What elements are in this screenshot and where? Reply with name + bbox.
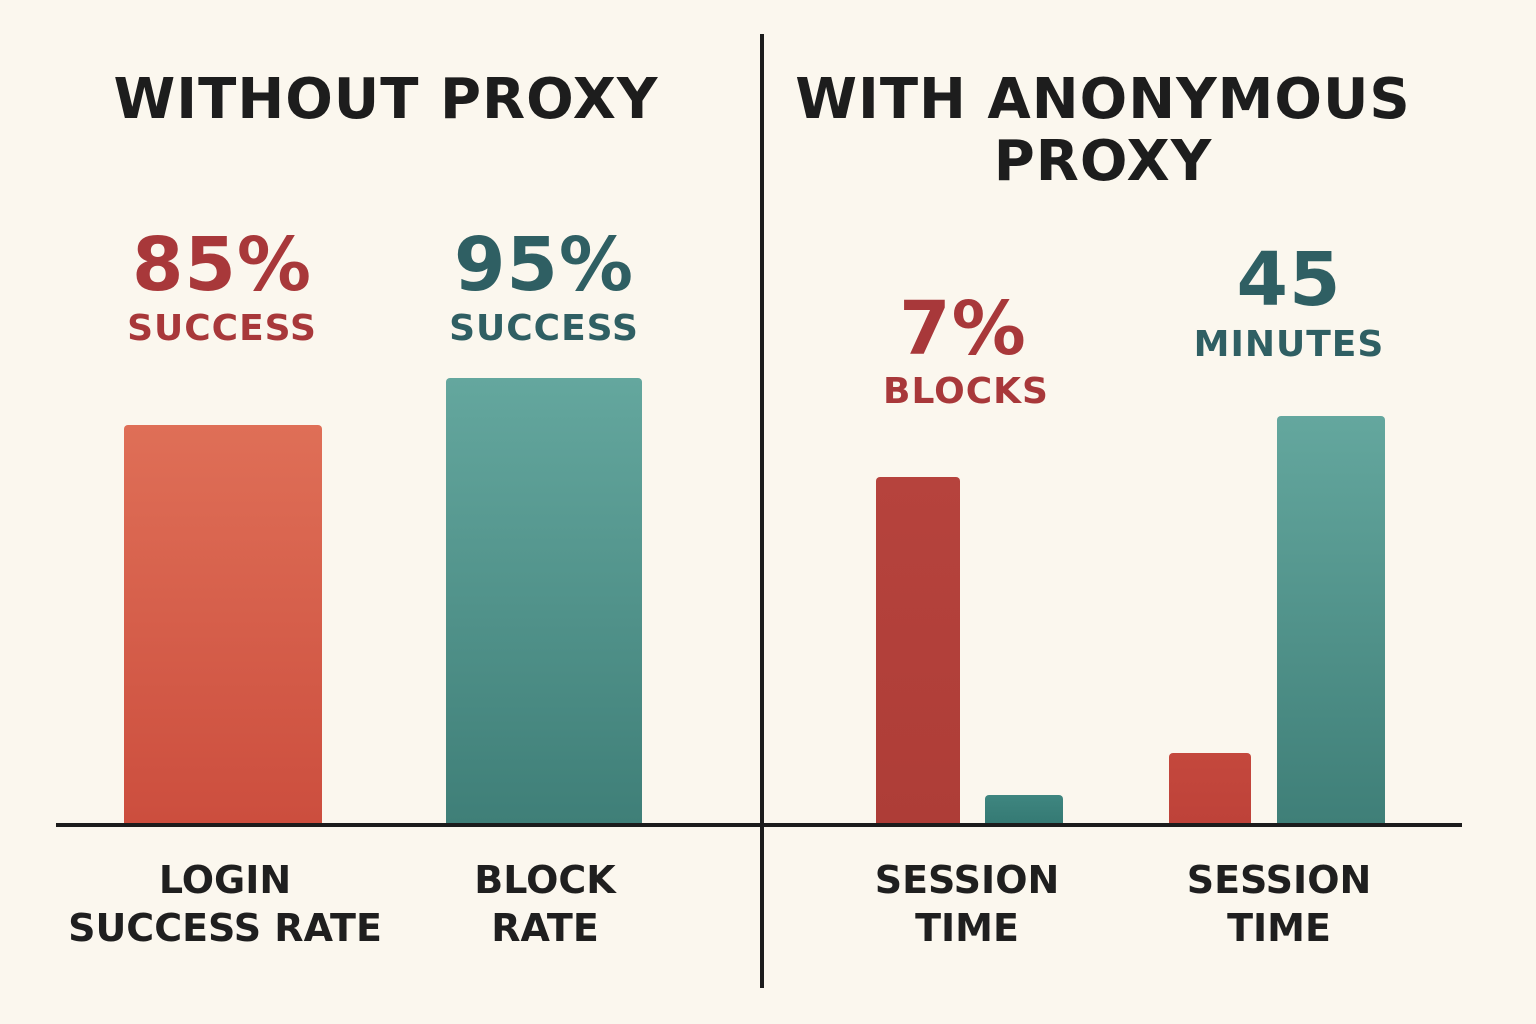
category-line: RATE	[491, 906, 599, 950]
panel-divider	[760, 34, 764, 988]
category-label-block-rate: BLOCK RATE	[474, 856, 615, 952]
caption-block-rate: SUCCESS	[449, 308, 639, 349]
bar-login-success-rate	[124, 425, 322, 823]
category-line: TIME	[1227, 906, 1331, 950]
caption-login-success: SUCCESS	[127, 308, 317, 349]
bar-session-time-1-red	[876, 477, 960, 823]
category-line: SUCCESS RATE	[68, 906, 382, 950]
category-label-session-time-1: SESSION TIME	[875, 856, 1060, 952]
left-panel-title: WITHOUT PROXY	[113, 67, 659, 132]
value-label-blocks: 7%	[899, 286, 1027, 372]
category-line: TIME	[915, 906, 1019, 950]
category-line: BLOCK	[474, 858, 616, 902]
category-line: LOGIN	[158, 858, 292, 902]
right-panel-title: WITH ANONYMOUS PROXY	[795, 69, 1411, 193]
value-label-minutes: 45	[1236, 237, 1342, 323]
caption-minutes: MINUTES	[1193, 324, 1385, 365]
category-line: SESSION	[1186, 858, 1372, 902]
x-axis-baseline	[56, 823, 1462, 827]
category-line: SESSION	[874, 858, 1060, 902]
title-line: WITH ANONYMOUS	[795, 67, 1411, 132]
bar-session-time-1-teal	[985, 795, 1063, 823]
bar-block-rate	[446, 378, 642, 823]
category-label-session-time-2: SESSION TIME	[1187, 856, 1372, 952]
value-label-login-success: 85%	[131, 222, 313, 308]
value-label-block-rate: 95%	[453, 222, 635, 308]
bar-session-time-2-teal	[1277, 416, 1385, 823]
bar-session-time-2-red	[1169, 753, 1251, 823]
category-label-login-success-rate: LOGIN SUCCESS RATE	[68, 856, 382, 952]
title-line: PROXY	[993, 129, 1213, 194]
caption-blocks: BLOCKS	[883, 371, 1049, 412]
